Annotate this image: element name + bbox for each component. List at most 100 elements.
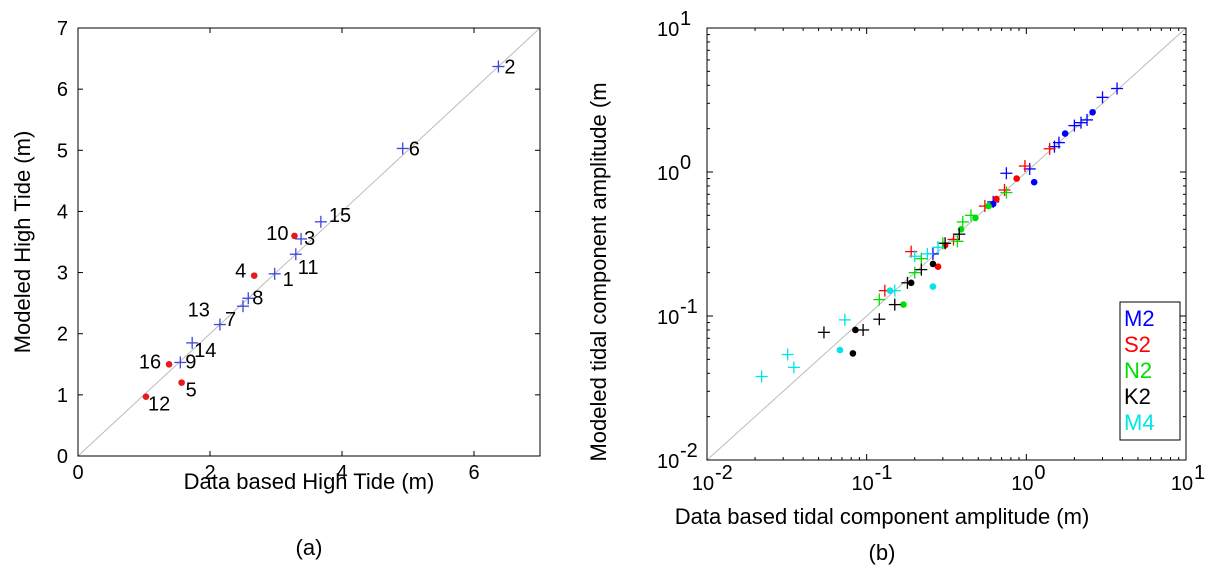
plus-marker <box>492 60 505 73</box>
plus-marker-n2 <box>908 266 921 279</box>
plus-marker-s2 <box>1043 142 1056 155</box>
plus-marker-k2 <box>817 326 830 339</box>
dot-marker-k2 <box>852 326 859 334</box>
reference-line-a <box>77 27 541 457</box>
point-label: 2 <box>504 57 515 79</box>
plus-marker <box>314 215 327 228</box>
y-axis-label-b: Modeled tidal component amplitude (m <box>586 82 611 461</box>
plus-marker-n2 <box>1000 186 1013 199</box>
y-tick-label: 1 <box>57 385 68 407</box>
plus-marker-m2 <box>1048 140 1061 153</box>
plus-marker-s2 <box>998 183 1011 196</box>
dot-marker-m2 <box>1061 130 1069 137</box>
point-label: 8 <box>252 287 263 309</box>
x-tick-label: 10 <box>1011 473 1033 495</box>
dot-marker-m2 <box>1089 108 1096 116</box>
plus-marker <box>186 336 199 349</box>
dot-marker-m4 <box>929 283 937 290</box>
plus-marker-m4 <box>755 370 768 383</box>
plus-marker-k2 <box>915 263 928 276</box>
dot-marker-k2 <box>907 279 915 287</box>
x-axis-label-a: Data based High Tide (m) <box>184 469 435 494</box>
point-label: 14 <box>194 340 216 362</box>
plus-marker-k2 <box>888 298 901 311</box>
legend-entry-s2: S2 <box>1124 332 1151 357</box>
dot-marker-n2 <box>900 301 907 308</box>
plus-marker <box>289 248 302 261</box>
point-label: 3 <box>304 228 315 250</box>
caption-a: (a) <box>296 535 323 560</box>
y-tick-label: 5 <box>57 140 68 162</box>
plus-marker-m2 <box>1000 167 1013 180</box>
legend-entry-m2: M2 <box>1124 306 1155 331</box>
points-b <box>755 82 1124 383</box>
x-tick-exponent: -1 <box>875 462 893 484</box>
y-tick-exponent: -1 <box>680 296 698 318</box>
point-label: 6 <box>409 138 420 160</box>
x-tick-label: 10 <box>852 473 874 495</box>
dot-marker <box>165 360 173 368</box>
legend-entry-k2: K2 <box>1124 384 1151 409</box>
plus-marker-k2 <box>857 323 870 336</box>
point-label: 13 <box>188 300 210 322</box>
point-label: 9 <box>185 351 196 373</box>
y-tick-label: 10 <box>657 19 679 41</box>
y-tick-label: 2 <box>57 324 68 346</box>
legend-box <box>1119 301 1181 441</box>
plus-marker-k2 <box>953 228 966 241</box>
point-label: 5 <box>186 380 197 402</box>
plus-marker-n2 <box>915 252 928 265</box>
plus-marker-n2 <box>956 215 969 228</box>
dot-marker-m2 <box>1030 178 1038 186</box>
dot-marker <box>250 272 258 279</box>
y-tick-label: 0 <box>57 446 68 468</box>
legend-entry-n2: N2 <box>1124 358 1152 383</box>
plus-marker-s2 <box>1018 160 1031 173</box>
point-label: 15 <box>329 205 351 227</box>
plus-marker-m2 <box>1023 162 1036 175</box>
dot-marker <box>178 379 185 386</box>
plus-marker-m4 <box>781 348 794 361</box>
x-tick-exponent: 1 <box>1194 462 1205 484</box>
point-label: 12 <box>148 394 170 416</box>
dot-marker-n2 <box>985 202 992 210</box>
dot-marker <box>291 232 298 240</box>
plus-marker-m2 <box>1075 116 1088 129</box>
x-tick-label: 10 <box>692 473 714 495</box>
plus-marker-m4 <box>932 241 945 254</box>
point-label: 11 <box>298 257 319 279</box>
plus-marker <box>237 300 249 313</box>
plus-marker <box>174 356 187 369</box>
y-tick-label: 6 <box>57 79 68 101</box>
y-axis-label-a: Modeled High Tide (m) <box>10 131 35 354</box>
y-tick-label: 10 <box>657 307 679 329</box>
y-tick-label: 3 <box>57 263 68 285</box>
plus-marker-n2 <box>873 293 886 306</box>
y-tick-exponent: 0 <box>680 152 691 174</box>
plus-marker-m2 <box>1111 82 1124 95</box>
point-label: 1 <box>283 269 294 291</box>
point-label: 10 <box>266 223 288 245</box>
x-ticks-a: 0 2 4 6 <box>72 28 480 484</box>
legend-entry-m4: M4 <box>1124 410 1155 435</box>
dot-marker-s2 <box>1013 175 1020 182</box>
x-tick-label: 2 <box>204 462 215 484</box>
dot-marker-s2 <box>934 263 942 270</box>
dot-marker-m4 <box>836 346 844 354</box>
y-tick-label: 4 <box>57 201 68 223</box>
plus-marker-m2 <box>1096 91 1109 104</box>
x-tick-label: 0 <box>72 462 83 484</box>
y-tick-exponent: 1 <box>680 8 691 30</box>
plus-marker-k2 <box>873 313 886 326</box>
plus-marker-m4 <box>921 247 934 260</box>
x-tick-label: 4 <box>336 462 347 484</box>
plus-marker-m2 <box>1068 119 1081 132</box>
dot-marker-k2 <box>849 350 857 357</box>
y-tick-label: 7 <box>57 18 68 40</box>
